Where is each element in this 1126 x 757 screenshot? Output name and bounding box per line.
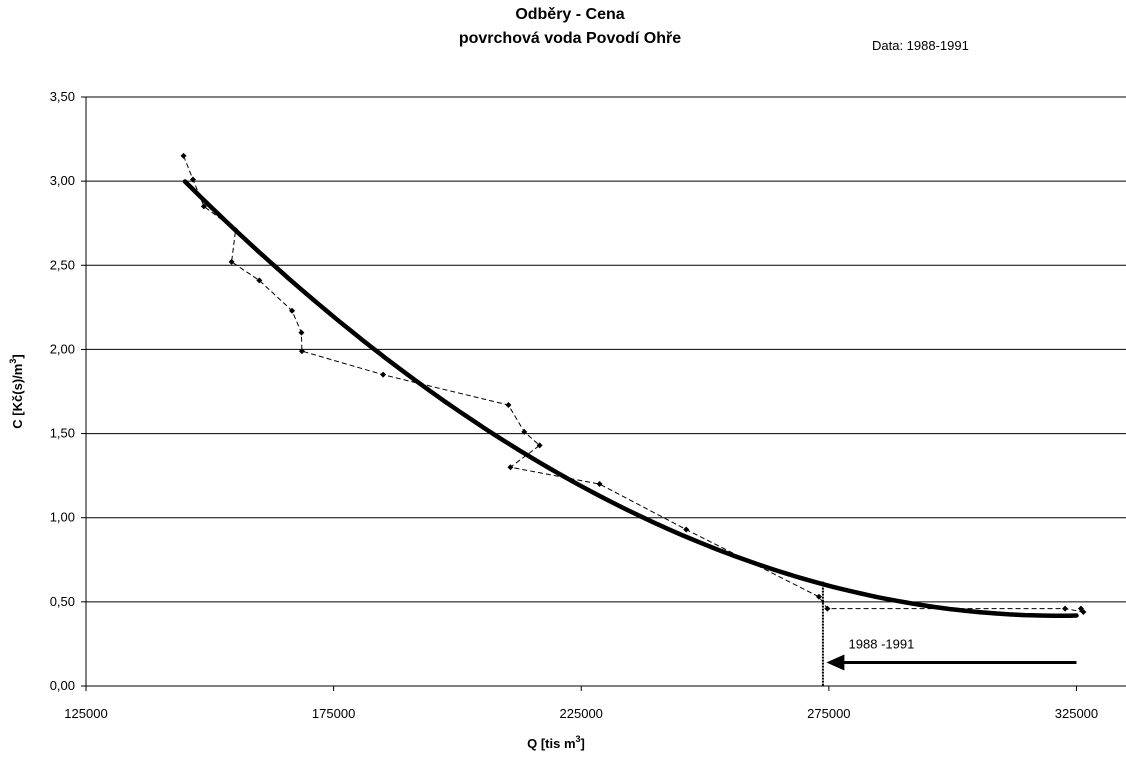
- chart-subtitle: povrchová voda Povodí Ohře: [458, 30, 682, 47]
- data-point: [521, 428, 528, 435]
- data-point: [536, 442, 543, 449]
- plot-area: [180, 152, 1087, 618]
- x-tick-label: 175000: [312, 706, 355, 721]
- trend-curve: [182, 179, 1079, 618]
- x-tick-label: 125000: [64, 706, 107, 721]
- data-point: [683, 526, 690, 533]
- y-tick-label: 2,00: [50, 341, 75, 356]
- tick-labels: 0,00 0,50 1,00 1,50 2,00 2,50 3,00 3,50 125000 17…: [50, 89, 1098, 721]
- grid-lines: [86, 96, 1126, 603]
- x-tick-label: 275000: [807, 706, 850, 721]
- data-point: [815, 593, 822, 600]
- data-point: [298, 348, 305, 355]
- data-point: [256, 277, 263, 284]
- period-arrow-head: [826, 654, 845, 671]
- data-point: [1062, 605, 1069, 612]
- data-point: [228, 258, 235, 265]
- y-tick-label: 0,50: [50, 594, 75, 609]
- y-axis-label: C [Kč(s)/m3]: [8, 354, 25, 428]
- data-point: [1077, 605, 1084, 612]
- data-point: [824, 605, 831, 612]
- chart-title: Odběry - Cena: [515, 6, 625, 23]
- data-point: [505, 401, 512, 408]
- data-series-line: [183, 155, 1085, 613]
- data-point: [189, 176, 196, 183]
- period-label: 1988 -1991: [849, 636, 915, 651]
- data-point: [298, 329, 305, 336]
- y-tick-label: 3,00: [50, 173, 75, 188]
- x-axis-label: Q [tis m3]: [527, 734, 585, 751]
- axes: [81, 96, 1126, 691]
- data-point: [596, 481, 603, 488]
- y-tick-label: 0,00: [50, 678, 75, 693]
- data-period-note: Data: 1988-1991: [872, 38, 969, 53]
- y-tick-label: 3,50: [50, 89, 75, 104]
- y-tick-label: 2,50: [50, 257, 75, 272]
- data-point: [507, 464, 514, 471]
- y-tick-label: 1,00: [50, 510, 75, 525]
- data-point: [380, 371, 387, 378]
- x-tick-label: 225000: [560, 706, 603, 721]
- x-tick-label: 325000: [1055, 706, 1098, 721]
- data-point: [289, 307, 296, 314]
- y-tick-label: 1,50: [50, 426, 75, 441]
- data-point: [180, 152, 187, 159]
- annotations: 1988 -1991: [821, 581, 1077, 686]
- data-point: [200, 203, 207, 210]
